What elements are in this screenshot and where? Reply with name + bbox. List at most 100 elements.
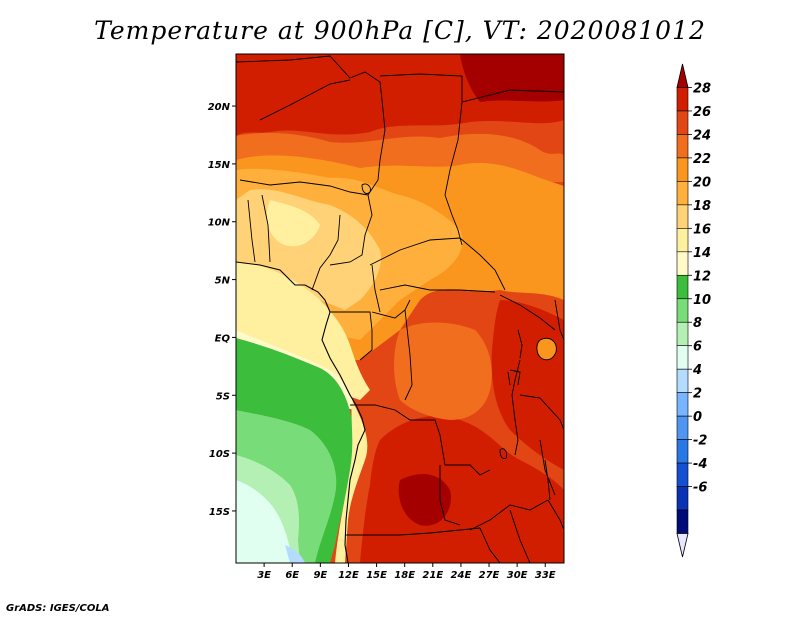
lake-victoria (536, 337, 557, 361)
border-uganda (499, 294, 556, 331)
lon-tick-label: 6E (285, 570, 299, 581)
colorbar-cap-top (676, 63, 689, 88)
border-niger-mali (259, 79, 351, 121)
lon-tick-label: 33E (535, 570, 556, 581)
border-angola-zambia (439, 465, 461, 526)
border-gabon (330, 311, 373, 361)
border-drc-north (404, 309, 413, 401)
colorbar-label: 22 (693, 152, 711, 167)
border-niger-nigeria (239, 179, 369, 196)
colorbar-swatch (676, 228, 689, 253)
lat-tick-label: 15N (208, 160, 231, 171)
border-drc-angola (350, 404, 491, 476)
border-mozambique (547, 499, 564, 531)
colorbar-label: 8 (693, 316, 702, 331)
lat-tick-label: 5S (216, 391, 230, 402)
lake-albert (517, 329, 523, 359)
field-24-congo (394, 322, 492, 420)
field-coast (335, 400, 368, 563)
colorbar-label: 0 (693, 410, 702, 425)
colorbar-cap-bottom (676, 533, 689, 558)
colorbar-swatch (676, 298, 689, 323)
colorbar-swatch (676, 486, 689, 511)
rift-west (511, 359, 521, 396)
colorbar-swatch (676, 87, 689, 112)
colorbar-label: 26 (693, 105, 711, 120)
colorbar-label: 10 (693, 293, 711, 308)
colorbar-swatch (676, 415, 689, 440)
border-togo (247, 199, 256, 263)
temperature-field (236, 54, 564, 563)
lat-tick-label: 5N (215, 276, 231, 287)
credit-label: GrADS: IGES/COLA (6, 603, 110, 614)
lat-tick-label: 20N (208, 102, 231, 113)
lon-tick-label: 30E (507, 570, 528, 581)
field-8 (236, 480, 292, 563)
map-title: Temperature at 900hPa [C], VT: 202008101… (94, 16, 706, 45)
field-16a (236, 262, 370, 400)
border-nigeria-cameroon (311, 214, 341, 291)
lake-kivu (507, 371, 511, 386)
border-libya-sudan (379, 73, 564, 103)
lake-mweru (499, 448, 507, 459)
colorbar-label: -6 (693, 481, 707, 496)
border-car (369, 237, 506, 291)
colorbar-swatch (676, 321, 689, 347)
colorbar-label: 2 (693, 387, 702, 402)
country-borders (236, 55, 564, 563)
field-16b (266, 200, 320, 247)
lon-tick-label: 24E (451, 570, 472, 581)
lat-tick-label: 10S (209, 449, 230, 460)
border-malawi (539, 439, 556, 496)
lon-tick-label: 9E (313, 570, 327, 581)
colorbar-label: 6 (693, 340, 702, 355)
border-botswana (479, 527, 501, 563)
colorbar-label: 14 (693, 246, 711, 261)
map-frame (235, 53, 565, 564)
lake-chad (361, 183, 371, 195)
lake-malawi (544, 459, 551, 501)
colorbar-swatch (676, 392, 689, 417)
colorbar-swatch (676, 251, 689, 276)
lon-tick-label: 12E (338, 570, 359, 581)
colorbar-swatch (676, 181, 689, 206)
lon-tick-label: 18E (394, 570, 415, 581)
border-kenya (554, 299, 564, 341)
lat-tick-label: 10N (208, 218, 231, 229)
colorbar-swatch (676, 345, 689, 370)
border-rwanda (509, 369, 521, 386)
lon-tick-label: 15E (366, 570, 387, 581)
longitude-ticks: 3E 6E 9E 12E 15E 18E 21E 24E 27E 30E 33E (257, 563, 556, 581)
colorbar-swatch (676, 462, 689, 487)
colorbar-label: 16 (693, 222, 711, 237)
border-zambia-zimbabwe (469, 499, 549, 531)
border-chad-sudan (444, 101, 463, 246)
colorbar-swatch (676, 134, 689, 159)
colorbar-label: -4 (693, 457, 707, 472)
lat-tick-label: EQ (215, 333, 231, 344)
colorbar-swatch (676, 368, 689, 393)
border-congo (371, 299, 411, 319)
lat-tick-label: 15S (209, 507, 230, 518)
colorbar-swatch (676, 509, 689, 534)
border-algeria-libya (236, 55, 386, 131)
colorbar-swatch (676, 439, 689, 464)
colorbar-label: 18 (693, 199, 711, 214)
latitude-ticks: 20N 15N 10N 5N EQ 5S 10S 15S (208, 102, 236, 518)
lon-tick-label: 27E (479, 570, 500, 581)
colorbar-swatch (676, 110, 689, 135)
lon-tick-label: 3E (257, 570, 271, 581)
colorbar-label: 20 (693, 175, 711, 190)
field-28-south (398, 474, 451, 526)
colorbar-label: 28 (693, 81, 711, 96)
border-cameroon-car (371, 264, 381, 313)
field-26-south (360, 416, 564, 563)
coastline-west-africa (236, 261, 366, 563)
lon-tick-label: 21E (422, 570, 443, 581)
colorbar-swatch (676, 204, 689, 229)
border-angola-namibia (345, 527, 481, 536)
colorbar-swatch (676, 274, 689, 300)
colorbar-swatch (676, 157, 689, 182)
